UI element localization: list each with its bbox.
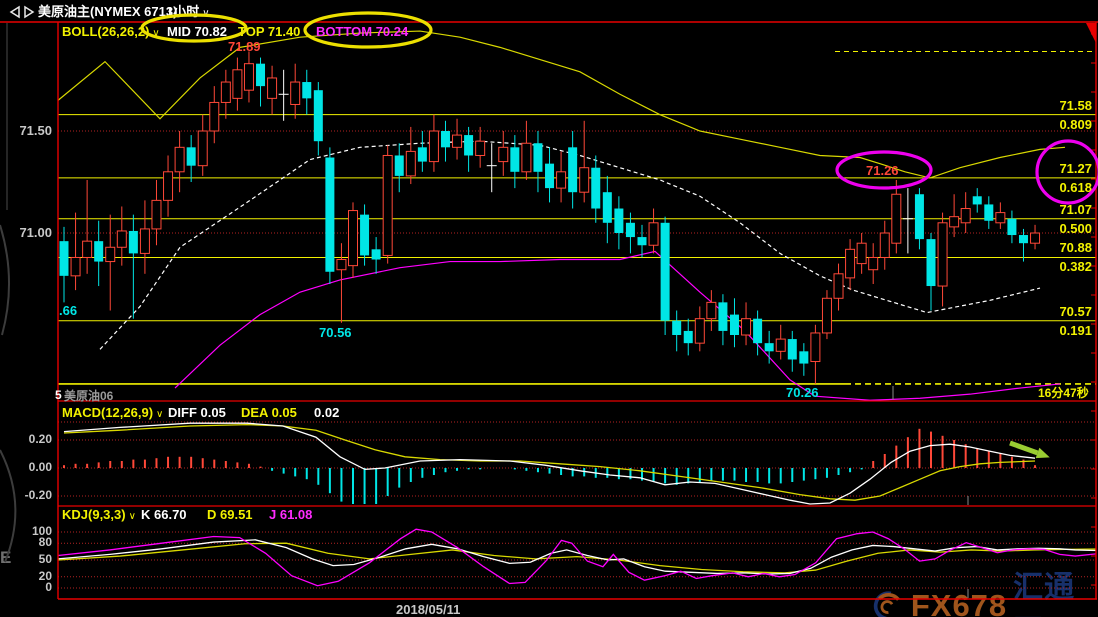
down-candle <box>59 241 69 276</box>
up-candle <box>845 248 856 279</box>
down-candle <box>926 239 936 287</box>
up-candle <box>648 222 659 246</box>
up-candle <box>891 193 902 244</box>
up-candle <box>163 171 174 201</box>
down-candle <box>533 143 543 172</box>
down-candle <box>764 343 774 352</box>
up-candle <box>521 142 532 173</box>
corner-marker <box>1086 23 1096 43</box>
up-candle <box>151 199 162 230</box>
up-candle <box>879 232 890 258</box>
up-candle <box>995 212 1006 224</box>
up-candle <box>498 146 509 163</box>
up-candle <box>428 130 439 163</box>
up-candle <box>348 210 358 267</box>
down-candle <box>128 230 138 254</box>
up-candle <box>232 69 243 99</box>
up-candle <box>209 101 220 132</box>
down-candle <box>360 214 370 256</box>
down-candle <box>545 163 555 189</box>
down-candle <box>440 131 450 148</box>
down-candle <box>1018 235 1028 244</box>
up-candle <box>70 256 81 277</box>
down-candle <box>602 192 612 223</box>
watermark-brand-text: FX678 <box>910 588 1008 617</box>
up-candle <box>833 273 844 299</box>
up-candle <box>197 130 208 167</box>
up-candle <box>868 256 879 271</box>
left-arc-artifact-2 <box>0 449 17 563</box>
up-candle <box>452 134 463 148</box>
down-candle <box>186 147 196 166</box>
up-candle <box>937 222 948 287</box>
down-candle <box>984 204 994 221</box>
up-candle <box>475 140 486 156</box>
down-candle <box>672 320 682 335</box>
down-candle <box>729 314 739 335</box>
down-candle <box>464 135 474 156</box>
kdj-j-line <box>57 528 1097 587</box>
up-candle <box>116 230 127 248</box>
left-arc-artifact <box>0 224 11 336</box>
down-candle <box>568 147 578 193</box>
up-candle <box>82 240 93 258</box>
up-candle <box>105 246 116 263</box>
down-candle <box>914 194 924 240</box>
down-candle <box>787 339 797 360</box>
down-candle <box>972 196 982 205</box>
down-candle <box>394 155 404 176</box>
down-candle <box>325 157 335 272</box>
up-candle <box>741 318 752 336</box>
up-candle <box>174 146 185 173</box>
up-candle <box>267 77 278 99</box>
down-candle <box>510 147 520 172</box>
up-candle <box>706 301 717 320</box>
up-candle <box>960 208 971 224</box>
down-candle <box>625 222 635 238</box>
down-candle <box>1007 218 1017 236</box>
up-candle <box>139 228 150 254</box>
macd-dea-line <box>63 423 1036 501</box>
up-candle <box>856 242 867 265</box>
up-candle <box>220 81 231 103</box>
up-candle <box>405 150 416 177</box>
down-candle <box>799 351 809 364</box>
up-candle <box>810 332 821 363</box>
up-candle <box>290 81 301 105</box>
down-candle <box>371 249 381 260</box>
up-candle <box>556 171 567 189</box>
up-candle <box>1030 232 1041 244</box>
down-candle <box>256 63 266 87</box>
down-candle <box>302 82 312 99</box>
up-candle <box>949 216 960 228</box>
boll-lower-band <box>174 250 1061 401</box>
down-candle <box>753 318 763 344</box>
down-candle <box>94 241 104 262</box>
boll-mid-band <box>99 140 1041 350</box>
up-candle <box>694 318 705 344</box>
kdj-d-line <box>57 542 1097 574</box>
down-candle <box>591 167 601 209</box>
up-candle <box>579 167 590 193</box>
up-candle <box>775 338 786 352</box>
down-candle <box>718 302 728 331</box>
up-candle <box>821 297 832 334</box>
down-candle <box>637 237 647 246</box>
down-candle <box>614 208 624 233</box>
down-candle <box>313 90 323 142</box>
up-candle <box>336 259 347 271</box>
macd-diff-line <box>63 422 1036 505</box>
up-candle <box>243 63 254 91</box>
down-candle <box>683 330 693 344</box>
down-candle <box>417 147 427 162</box>
down-candle <box>660 222 670 321</box>
up-candle <box>382 154 393 256</box>
